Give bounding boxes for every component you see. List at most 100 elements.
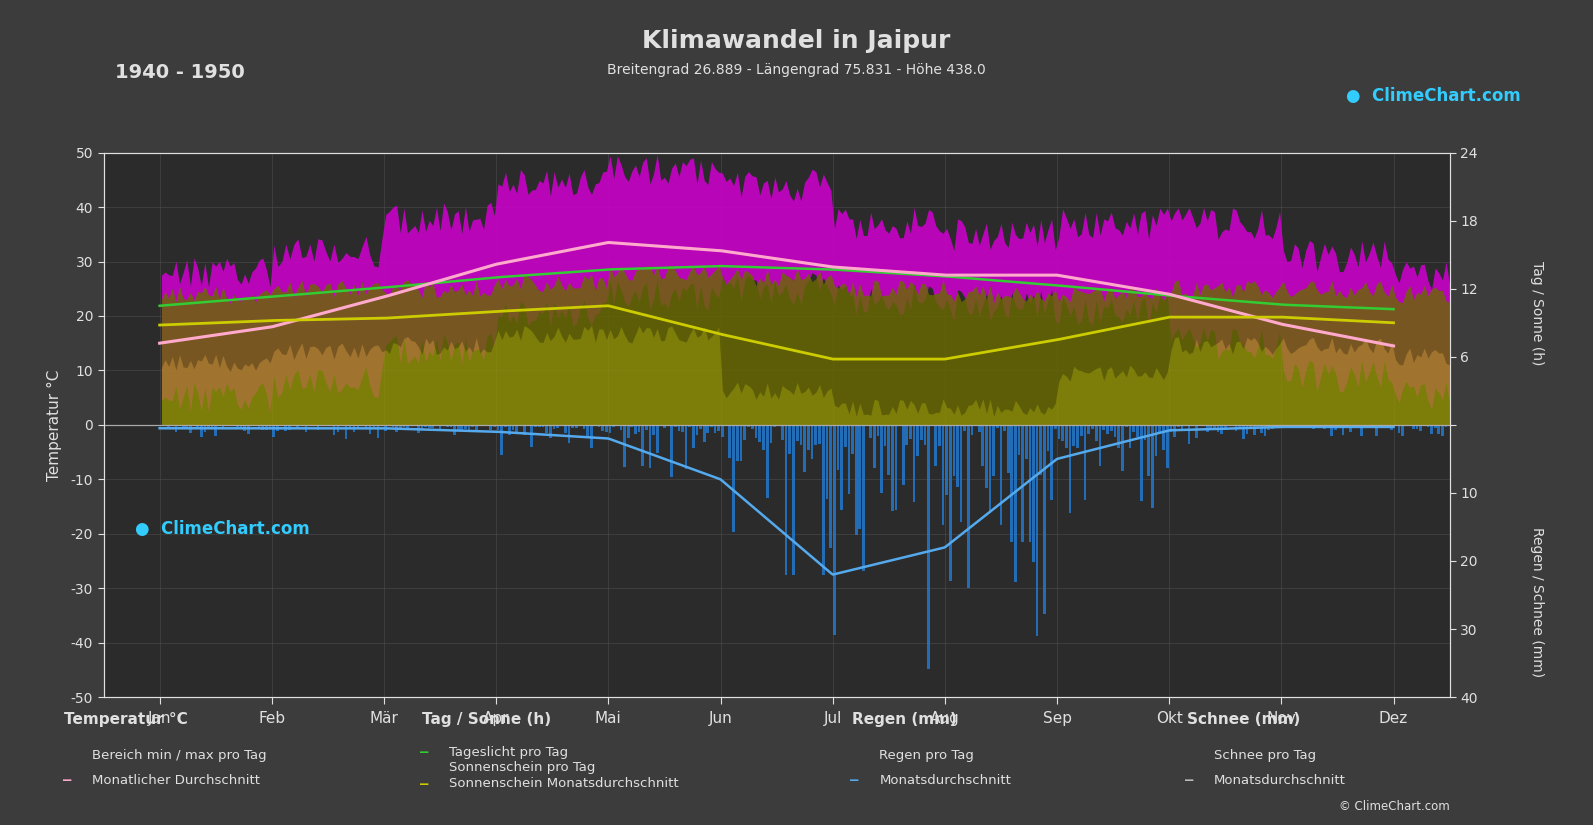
- Bar: [1268, 425, 1270, 430]
- Bar: [1419, 425, 1423, 431]
- Bar: [996, 425, 999, 428]
- Bar: [1442, 425, 1443, 436]
- Text: Temperatur °C: Temperatur °C: [64, 712, 188, 728]
- Bar: [403, 425, 405, 427]
- Bar: [1206, 425, 1209, 432]
- Bar: [446, 425, 449, 427]
- Bar: [830, 425, 832, 549]
- Bar: [1091, 425, 1094, 430]
- Bar: [468, 425, 470, 430]
- Bar: [472, 425, 475, 427]
- Bar: [1341, 425, 1344, 435]
- Bar: [178, 425, 182, 426]
- Bar: [656, 425, 658, 453]
- Bar: [1152, 425, 1153, 507]
- Bar: [336, 425, 339, 431]
- Bar: [1021, 425, 1024, 542]
- Text: © ClimeChart.com: © ClimeChart.com: [1338, 800, 1450, 813]
- Bar: [1431, 425, 1432, 435]
- Bar: [1488, 425, 1491, 430]
- Bar: [530, 425, 534, 446]
- Text: ●  ClimeChart.com: ● ClimeChart.com: [135, 520, 311, 538]
- Bar: [956, 425, 959, 487]
- Bar: [1485, 425, 1488, 428]
- Bar: [605, 425, 609, 432]
- Bar: [164, 425, 166, 426]
- Bar: [1496, 425, 1497, 427]
- Bar: [344, 425, 347, 439]
- Bar: [862, 425, 865, 571]
- Bar: [255, 425, 256, 427]
- Bar: [688, 425, 691, 427]
- Bar: [1231, 425, 1235, 427]
- Bar: [365, 425, 368, 428]
- Bar: [285, 425, 287, 431]
- Bar: [475, 425, 478, 432]
- Bar: [744, 425, 746, 441]
- Bar: [792, 425, 795, 574]
- Bar: [1338, 425, 1341, 427]
- Text: Regen (mm): Regen (mm): [852, 712, 957, 728]
- Bar: [964, 425, 965, 431]
- Bar: [981, 425, 984, 466]
- Bar: [602, 425, 604, 431]
- Bar: [1238, 425, 1241, 427]
- Bar: [1114, 425, 1117, 437]
- Bar: [833, 425, 836, 635]
- Bar: [1470, 425, 1472, 432]
- Bar: [293, 425, 295, 426]
- Bar: [550, 425, 551, 438]
- Bar: [1249, 425, 1252, 428]
- Bar: [916, 425, 919, 455]
- Bar: [836, 425, 840, 469]
- Bar: [376, 425, 379, 438]
- Bar: [406, 425, 409, 428]
- Bar: [320, 425, 323, 427]
- Bar: [460, 425, 464, 431]
- Bar: [508, 425, 511, 435]
- Bar: [1437, 425, 1440, 434]
- Bar: [452, 425, 456, 435]
- Bar: [185, 425, 188, 428]
- Bar: [421, 425, 424, 429]
- Bar: [1474, 425, 1477, 430]
- Bar: [1035, 425, 1039, 636]
- Bar: [589, 425, 593, 448]
- Bar: [851, 425, 854, 454]
- Bar: [876, 425, 879, 436]
- Bar: [511, 425, 515, 430]
- Bar: [1010, 425, 1013, 542]
- Bar: [597, 425, 601, 427]
- Bar: [959, 425, 962, 522]
- Bar: [341, 425, 342, 426]
- Bar: [464, 425, 467, 428]
- Bar: [1217, 425, 1219, 431]
- Bar: [1416, 425, 1418, 429]
- Bar: [204, 425, 205, 432]
- Bar: [1311, 425, 1314, 429]
- Bar: [682, 425, 683, 432]
- Bar: [486, 425, 489, 427]
- Bar: [398, 425, 401, 428]
- Bar: [1349, 425, 1352, 431]
- Bar: [1289, 425, 1292, 427]
- Bar: [556, 425, 559, 428]
- Bar: [758, 425, 761, 442]
- Bar: [1257, 425, 1258, 427]
- Bar: [1102, 425, 1106, 430]
- Bar: [652, 425, 655, 435]
- Bar: [586, 425, 589, 437]
- Bar: [1198, 425, 1201, 426]
- Bar: [699, 425, 703, 429]
- Bar: [1246, 425, 1249, 435]
- Bar: [736, 425, 739, 461]
- Bar: [1128, 425, 1131, 448]
- Bar: [671, 425, 672, 478]
- Bar: [443, 425, 444, 426]
- Bar: [1077, 425, 1078, 448]
- Bar: [1083, 425, 1086, 500]
- Bar: [1427, 425, 1429, 427]
- Bar: [1308, 425, 1311, 427]
- Bar: [583, 425, 585, 429]
- Bar: [1324, 425, 1325, 429]
